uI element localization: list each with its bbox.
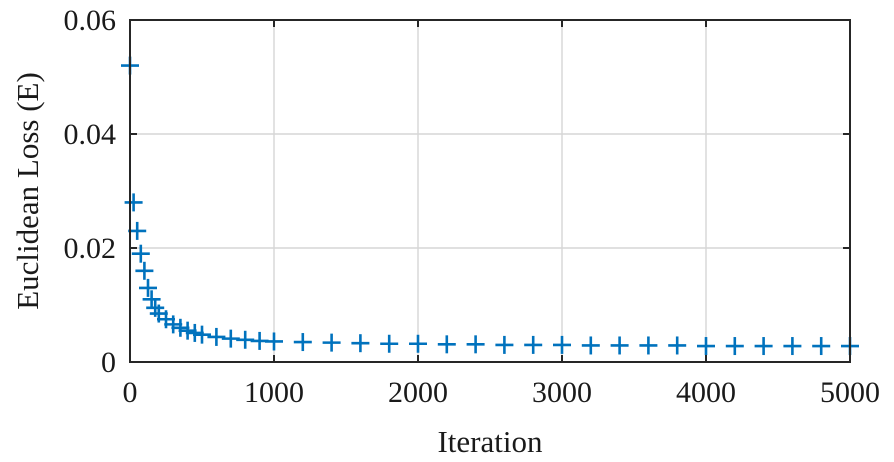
- data-point: [466, 335, 485, 354]
- x-tick-label: 0: [123, 376, 138, 409]
- plot-frame: [129, 19, 851, 363]
- data-point: [124, 193, 143, 212]
- x-tick-label: 5000: [820, 376, 880, 409]
- data-point: [351, 334, 370, 353]
- data-point: [139, 278, 157, 297]
- data-point: [380, 334, 399, 353]
- data-point: [322, 333, 341, 352]
- y-tick-label: 0.02: [64, 232, 117, 265]
- data-point: [495, 335, 514, 354]
- data-point: [193, 325, 211, 344]
- y-tick-label: 0.04: [64, 118, 117, 151]
- y-tick-label: 0.06: [64, 4, 117, 37]
- y-tick-label: 0: [101, 346, 116, 379]
- data-point: [131, 244, 150, 263]
- data-point: [207, 327, 226, 346]
- data-point: [639, 336, 658, 355]
- data-point: [553, 335, 571, 354]
- data-point: [128, 221, 147, 240]
- data-point: [135, 261, 154, 280]
- data-point: [581, 336, 600, 355]
- data-point: [668, 336, 687, 355]
- x-tick-label: 3000: [532, 376, 592, 409]
- data-point: [697, 337, 715, 356]
- data-point: [293, 333, 312, 352]
- data-point: [783, 337, 802, 356]
- data-markers: [121, 56, 859, 356]
- y-axis-label: Euclidean Loss (E): [10, 72, 45, 310]
- axis-ticks: [129, 19, 851, 363]
- y-tick-labels: 0 0.02 0.04 0.06: [64, 4, 117, 379]
- x-tick-label: 1000: [244, 376, 304, 409]
- data-point: [142, 290, 161, 309]
- x-tick-label: 2000: [388, 376, 448, 409]
- data-point: [524, 335, 543, 354]
- data-point: [754, 337, 773, 356]
- grid: [130, 20, 850, 362]
- data-point: [409, 334, 427, 353]
- data-point: [610, 336, 629, 355]
- data-point: [725, 337, 744, 356]
- data-point: [437, 335, 456, 354]
- data-point: [265, 332, 283, 351]
- x-axis-label: Iteration: [437, 424, 543, 459]
- x-tick-label: 4000: [676, 376, 736, 409]
- data-point: [812, 337, 831, 356]
- x-tick-labels: 0 1000 2000 3000 4000 5000: [123, 376, 881, 409]
